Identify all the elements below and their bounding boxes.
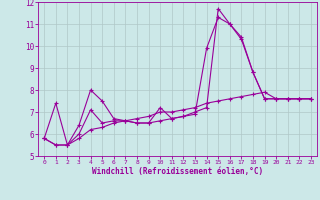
- X-axis label: Windchill (Refroidissement éolien,°C): Windchill (Refroidissement éolien,°C): [92, 167, 263, 176]
